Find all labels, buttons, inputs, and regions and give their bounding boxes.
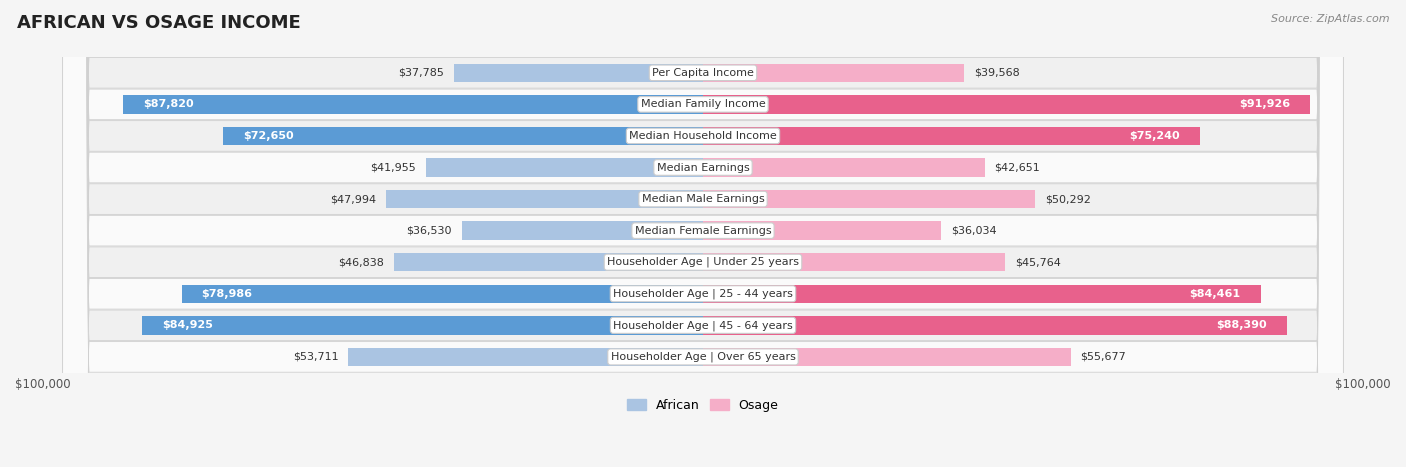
Text: $72,650: $72,650 bbox=[243, 131, 294, 141]
Bar bbox=[142, 316, 703, 334]
Text: $55,677: $55,677 bbox=[1080, 352, 1126, 362]
Text: Householder Age | 45 - 64 years: Householder Age | 45 - 64 years bbox=[613, 320, 793, 331]
Text: $39,568: $39,568 bbox=[974, 68, 1019, 78]
Text: $88,390: $88,390 bbox=[1216, 320, 1267, 330]
Text: Median Female Earnings: Median Female Earnings bbox=[634, 226, 772, 236]
Text: Median Earnings: Median Earnings bbox=[657, 163, 749, 172]
FancyBboxPatch shape bbox=[63, 0, 1343, 467]
Bar bbox=[224, 127, 703, 145]
Text: $78,986: $78,986 bbox=[201, 289, 252, 299]
Text: $91,926: $91,926 bbox=[1239, 99, 1291, 109]
Text: $36,530: $36,530 bbox=[406, 226, 451, 236]
Bar bbox=[703, 64, 965, 82]
Bar bbox=[461, 221, 703, 240]
Bar bbox=[181, 284, 703, 303]
Text: Per Capita Income: Per Capita Income bbox=[652, 68, 754, 78]
Bar bbox=[349, 348, 703, 366]
Text: $84,461: $84,461 bbox=[1189, 289, 1241, 299]
FancyBboxPatch shape bbox=[63, 0, 1343, 467]
Text: $84,925: $84,925 bbox=[162, 320, 214, 330]
Text: $47,994: $47,994 bbox=[330, 194, 377, 204]
Bar bbox=[703, 158, 984, 177]
FancyBboxPatch shape bbox=[63, 0, 1343, 467]
Bar bbox=[703, 221, 941, 240]
Text: $45,764: $45,764 bbox=[1015, 257, 1062, 267]
Text: $53,711: $53,711 bbox=[292, 352, 339, 362]
FancyBboxPatch shape bbox=[63, 0, 1343, 467]
Text: $75,240: $75,240 bbox=[1129, 131, 1180, 141]
FancyBboxPatch shape bbox=[63, 0, 1343, 467]
FancyBboxPatch shape bbox=[63, 0, 1343, 467]
FancyBboxPatch shape bbox=[63, 0, 1343, 467]
Bar bbox=[703, 348, 1070, 366]
Text: $46,838: $46,838 bbox=[337, 257, 384, 267]
Text: $87,820: $87,820 bbox=[143, 99, 194, 109]
Text: $42,651: $42,651 bbox=[994, 163, 1040, 172]
Text: Householder Age | Over 65 years: Householder Age | Over 65 years bbox=[610, 352, 796, 362]
Text: $37,785: $37,785 bbox=[398, 68, 444, 78]
Bar bbox=[454, 64, 703, 82]
Bar bbox=[703, 127, 1199, 145]
Bar bbox=[387, 190, 703, 208]
Bar bbox=[426, 158, 703, 177]
FancyBboxPatch shape bbox=[63, 0, 1343, 467]
Text: $41,955: $41,955 bbox=[370, 163, 416, 172]
Text: AFRICAN VS OSAGE INCOME: AFRICAN VS OSAGE INCOME bbox=[17, 14, 301, 32]
Bar bbox=[394, 253, 703, 271]
Text: Source: ZipAtlas.com: Source: ZipAtlas.com bbox=[1271, 14, 1389, 24]
Text: Median Family Income: Median Family Income bbox=[641, 99, 765, 109]
Legend: African, Osage: African, Osage bbox=[623, 394, 783, 417]
Text: $36,034: $36,034 bbox=[950, 226, 997, 236]
Bar bbox=[703, 253, 1005, 271]
Text: Householder Age | Under 25 years: Householder Age | Under 25 years bbox=[607, 257, 799, 268]
FancyBboxPatch shape bbox=[63, 0, 1343, 467]
Text: Householder Age | 25 - 44 years: Householder Age | 25 - 44 years bbox=[613, 289, 793, 299]
FancyBboxPatch shape bbox=[63, 0, 1343, 467]
Text: $50,292: $50,292 bbox=[1045, 194, 1091, 204]
Bar bbox=[703, 95, 1310, 113]
Bar bbox=[703, 190, 1035, 208]
Bar bbox=[703, 284, 1261, 303]
Text: Median Household Income: Median Household Income bbox=[628, 131, 778, 141]
Text: Median Male Earnings: Median Male Earnings bbox=[641, 194, 765, 204]
Bar bbox=[124, 95, 703, 113]
Bar bbox=[703, 316, 1286, 334]
